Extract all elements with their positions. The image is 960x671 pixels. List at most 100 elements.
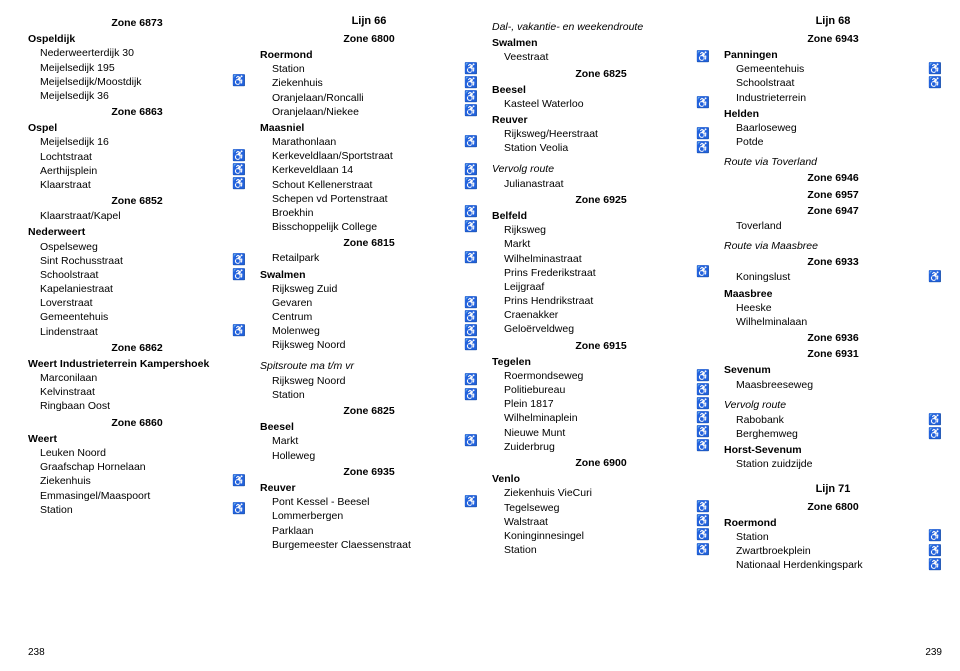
stop-name: Plein 1817 [504,397,554,411]
stop-row: Sint Rochusstraat♿ [28,254,246,268]
stop-name: Zuiderbrug [504,440,555,454]
section-head: Beesel [492,83,710,97]
stop-name: Wilhelminalaan [736,315,807,329]
stop-name: Burgemeester Claessenstraat [272,538,411,552]
stop-row: Zuiderbrug♿ [492,440,710,454]
wheelchair-icon: ♿ [696,98,710,109]
zone-label: Zone 6933 [724,255,942,269]
stop-name: Zwartbroekplein [736,544,811,558]
route-note: Route via Maasbree [724,239,942,253]
stop-name: Schoolstraat [40,268,98,282]
stop-name: Meijelsedijk 36 [40,89,109,103]
stop-row: Walstraat♿ [492,515,710,529]
wheelchair-icon: ♿ [464,340,478,351]
stop-name: Markt [504,237,530,251]
route-note: Vervolg route [492,162,710,176]
stop-name: Nationaal Herdenkingspark [736,558,863,572]
stop-name: Station [736,530,769,544]
wheelchair-icon: ♿ [464,390,478,401]
stop-name: Emmasingel/Maaspoort [40,489,150,503]
stop-row: Aerthijsplein ♿ [28,164,246,178]
stop-name: Tegelseweg [504,501,559,515]
stop-row: Gevaren♿ [260,296,478,310]
wheelchair-icon: ♿ [464,298,478,309]
wheelchair-icon: ♿ [464,106,478,117]
stop-row: Lochtstraat♿ [28,150,246,164]
stop-row: Station♿ [492,543,710,557]
stop-row: Station♿ [260,388,478,402]
wheelchair-icon: ♿ [696,502,710,513]
stop-row: Oranjelaan/Niekee♿ [260,105,478,119]
stop-name: Maasbreeseweg [736,378,813,392]
column-3: Dal-, vakantie- en weekendrouteSwalmenVe… [492,14,710,632]
section-head: Reuver [492,113,710,127]
stop-name: Rabobank [736,413,784,427]
section-head: Sevenum [724,363,942,377]
stop-row: Wilhelminalaan [724,315,942,329]
stop-name: Leijgraaf [504,280,544,294]
stop-name: Broekhin [272,206,313,220]
stop-row: Ringbaan Oost [28,399,246,413]
stop-row: Burgemeester Claessenstraat [260,538,478,552]
stop-row: Leijgraaf [492,280,710,294]
stop-row: Berghemweg♿ [724,427,942,441]
stop-row: Meijelsedijk 195 [28,61,246,75]
stop-name: Station Veolia [504,141,568,155]
stop-row: Schoolstraat ♿ [28,268,246,282]
wheelchair-icon: ♿ [464,78,478,89]
wheelchair-icon: ♿ [696,385,710,396]
stop-row: Leuken Noord [28,446,246,460]
wheelchair-icon: ♿ [928,560,942,571]
zone-label: Zone 6936 [724,331,942,345]
stop-row: Station zuidzijde [724,457,942,471]
stop-row: Geloërveldweg [492,322,710,336]
section-head: Swalmen [492,36,710,50]
stop-row: Gemeentehuis♿ [724,62,942,76]
stop-name: Station [272,62,305,76]
wheelchair-icon: ♿ [696,129,710,140]
zone-label: Zone 6862 [28,341,246,355]
wheelchair-icon: ♿ [464,497,478,508]
stop-name: Rijksweg Noord [272,338,346,352]
zone-label: Zone 6935 [260,465,478,479]
section-head: Belfeld [492,209,710,223]
stop-name: Station zuidzijde [736,457,812,471]
route-note: Vervolg route [724,398,942,412]
column-4: Lijn 68Zone 6943PanningenGemeentehuis♿Sc… [724,14,942,632]
stop-name: Ziekenhuis [40,474,91,488]
stop-row: Toverland [724,219,942,233]
section-head: Roermond [724,516,942,530]
stop-name: Roermondseweg [504,369,583,383]
stop-name: Walstraat [504,515,548,529]
stop-name: Nieuwe Munt [504,426,565,440]
wheelchair-icon: ♿ [696,413,710,424]
stop-row: Graafschap Hornelaan [28,460,246,474]
zone-label: Zone 6860 [28,416,246,430]
wheelchair-icon: ♿ [928,272,942,283]
wheelchair-icon: ♿ [928,546,942,557]
wheelchair-icon: ♿ [464,179,478,190]
stop-row: Station♿ [724,530,942,544]
stop-name: Kasteel Waterloo [504,97,584,111]
stop-name: Graafschap Hornelaan [40,460,146,474]
stop-row: Roermondseweg♿ [492,369,710,383]
stop-row: Nationaal Herdenkingspark ♿ [724,558,942,572]
wheelchair-icon: ♿ [232,76,246,87]
stop-name: Bisschoppelijk College [272,220,377,234]
stop-row: Klaarstraat♿ [28,178,246,192]
line-title: Lijn 71 [724,482,942,497]
stop-row: Molenweg♿ [260,324,478,338]
wheelchair-icon: ♿ [232,270,246,281]
stop-row: Potde [724,135,942,149]
stop-name: Aerthijsplein [40,164,97,178]
stop-name: Kerkeveldlaan/Sportstraat [272,149,393,163]
section-head: Helden [724,107,942,121]
stop-row: Schout Kellenerstraat♿ [260,178,478,192]
wheelchair-icon: ♿ [232,165,246,176]
zone-label: Zone 6931 [724,347,942,361]
stop-name: Centrum [272,310,312,324]
stop-row: Rijksweg Noord ♿ [260,338,478,352]
stop-row: Schepen vd Portenstraat [260,192,478,206]
stop-row: Meijelsedijk 16 [28,135,246,149]
stop-name: Loverstraat [40,296,93,310]
